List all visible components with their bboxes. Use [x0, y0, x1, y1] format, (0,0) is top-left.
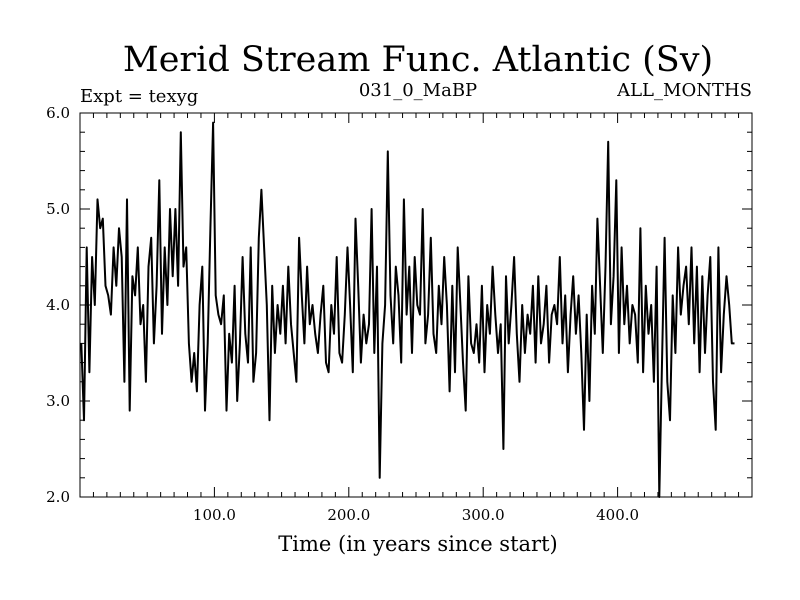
- x-tick-label: 400.0: [596, 506, 639, 524]
- x-tick-label: 300.0: [462, 506, 505, 524]
- y-tick-label: 5.0: [46, 200, 70, 218]
- months-label: ALL_MONTHS: [616, 80, 752, 101]
- y-tick-label: 6.0: [46, 104, 70, 122]
- axis-tick-labels: 100.0 200.0 300.0 400.0 2.0 3.0 4.0 5.0 6.0: [46, 104, 639, 524]
- x-axis-title: Time (in years since start): [278, 532, 557, 556]
- y-tick-label: 4.0: [46, 296, 70, 314]
- x-tick-label: 200.0: [327, 506, 370, 524]
- period-label: 031_0_MaBP: [359, 80, 477, 101]
- x-tick-label: 100.0: [193, 506, 236, 524]
- y-tick-label: 2.0: [46, 488, 70, 506]
- axis-ticks: [80, 113, 752, 497]
- y-tick-label: 3.0: [46, 392, 70, 410]
- stream-function-series-line: [80, 121, 735, 498]
- experiment-label: Expt = texyg: [80, 86, 198, 107]
- chart-title: Merid Stream Func. Atlantic (Sv): [123, 40, 713, 80]
- plot-frame: [79, 112, 753, 498]
